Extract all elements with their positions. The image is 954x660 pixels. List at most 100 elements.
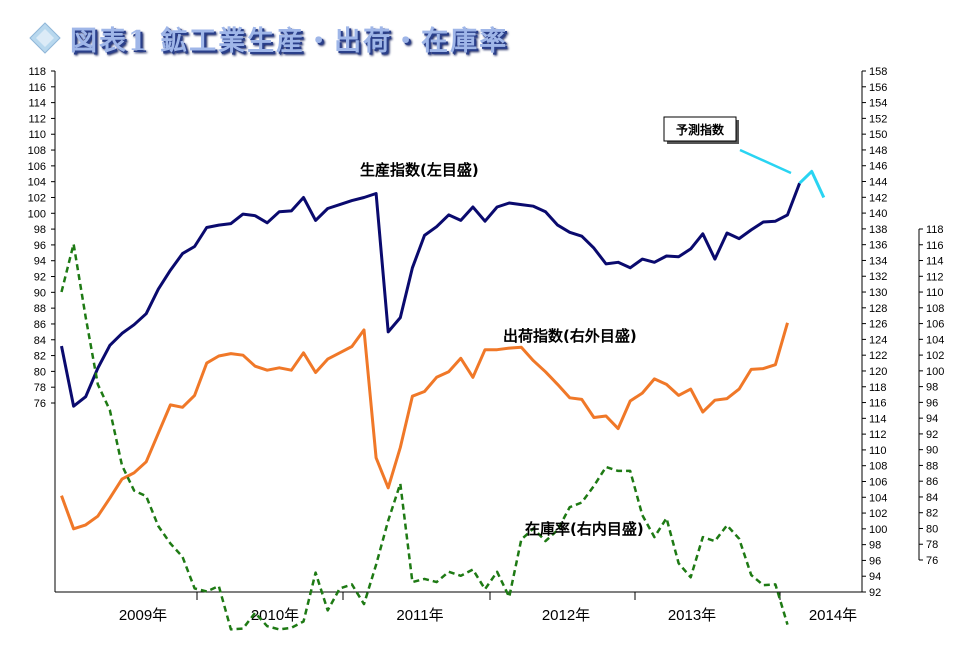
right-outer-tick-label: 138 (869, 224, 887, 236)
left-tick-label: 96 (34, 240, 46, 252)
right-outer-tick-label: 122 (869, 350, 887, 362)
right-inner-tick-label: 108 (926, 303, 944, 315)
production-annotation: 生産指数(左目盛) (360, 161, 479, 179)
forecast-line (798, 169, 826, 199)
right-inner-tick-label: 88 (926, 460, 938, 472)
forecast-pointer (739, 148, 792, 175)
right-outer-tick-label: 140 (869, 208, 887, 220)
title-bar: 図表1 鉱工業生産・出荷・在庫率 (28, 16, 508, 60)
annotation-layer: 生産指数(左目盛) 出荷指数(右外目盛) 在庫率(右内目盛) 予測指数 (360, 116, 792, 538)
left-tick-label: 78 (34, 382, 46, 394)
right-inner-tick-label: 94 (926, 413, 938, 425)
left-tick-label: 86 (34, 319, 46, 331)
right-inner-tick-label: 96 (926, 397, 938, 409)
right-outer-tick-label: 110 (869, 445, 887, 457)
left-tick-label: 100 (28, 208, 46, 220)
right-inner-tick-label: 84 (926, 492, 938, 504)
right-outer-tick-label: 158 (869, 66, 887, 78)
left-tick-label: 118 (28, 66, 46, 78)
left-tick-label: 98 (34, 224, 46, 236)
right-outer-tick-label: 102 (869, 508, 887, 520)
right-inner-tick-label: 106 (926, 319, 944, 331)
left-tick-label: 116 (28, 82, 46, 94)
right-outer-tick-label: 118 (869, 382, 887, 394)
left-tick-label: 102 (28, 192, 46, 204)
right-outer-tick-label: 134 (869, 255, 887, 267)
right-inner-tick-label: 86 (926, 476, 938, 488)
right-inner-tick-label: 104 (926, 334, 944, 346)
right-outer-tick-label: 130 (869, 287, 887, 299)
left-tick-label: 76 (34, 398, 46, 410)
right-outer-tick-label: 148 (869, 145, 887, 157)
left-tick-label: 104 (28, 177, 46, 189)
right-inner-tick-label: 110 (926, 287, 944, 299)
right-outer-tick-label: 112 (869, 429, 887, 441)
left-tick-label: 82 (34, 351, 46, 363)
right-inner-tick-label: 114 (926, 256, 944, 268)
right-inner-tick-label: 98 (926, 382, 938, 394)
right-outer-tick-label: 144 (869, 177, 887, 189)
x-tick-label: 2009年 (119, 607, 167, 624)
right-outer-tick-label: 132 (869, 271, 887, 283)
right-inner-tick-label: 82 (926, 508, 938, 520)
right-outer-tick-label: 108 (869, 461, 887, 473)
forecast-box (663, 116, 737, 142)
x-tick-label: 2012年 (542, 607, 590, 624)
shipment-line (60, 322, 789, 531)
x-tick-label: 2010年 (251, 607, 299, 624)
left-tick-label: 94 (34, 256, 46, 268)
right-outer-tick-label: 156 (869, 82, 887, 94)
right-outer-tick-label: 136 (869, 240, 887, 252)
diamond-icon (29, 22, 61, 54)
inventory-annotation: 在庫率(右内目盛) (525, 520, 644, 538)
left-tick-label: 114 (28, 98, 46, 110)
right-outer-tick-label: 154 (869, 98, 887, 110)
right-outer-tick-label: 150 (869, 129, 887, 141)
right-inner-tick-label: 102 (926, 350, 944, 362)
right-outer-tick-label: 114 (869, 413, 887, 425)
left-tick-label: 80 (34, 366, 46, 378)
forecast-label: 予測指数 (676, 122, 725, 137)
right-outer-tick-label: 124 (869, 334, 887, 346)
right-outer-tick-label: 100 (869, 524, 887, 536)
left-tick-label: 112 (28, 113, 46, 125)
production-line (60, 182, 802, 408)
right-inner-tick-label: 90 (926, 445, 938, 457)
left-tick-label: 90 (34, 287, 46, 299)
axes: 76 78 80 82 84 86 88 90 92 94 96 98 100 102 104 106 108 1… (28, 66, 945, 624)
inventory-line (60, 242, 789, 631)
right-inner-tick-label: 112 (926, 271, 944, 283)
right-inner-tick-label: 78 (926, 539, 938, 551)
right-outer-tick-label: 116 (869, 398, 887, 410)
right-inner-tick-label: 118 (926, 224, 944, 236)
right-outer-tick-label: 92 (869, 587, 881, 599)
left-tick-label: 84 (34, 335, 46, 347)
right-inner-tick-label: 80 (926, 523, 938, 535)
page-title: 図表1 鉱工業生産・出荷・在庫率 (70, 25, 509, 57)
x-tick-label: 2014年 (809, 607, 857, 624)
right-outer-tick-label: 126 (869, 319, 887, 331)
right-outer-tick-label: 98 (869, 540, 881, 552)
right-outer-tick-label: 96 (869, 555, 881, 567)
right-outer-tick-label: 104 (869, 492, 887, 504)
right-outer-tick-label: 94 (869, 571, 881, 583)
series-layer (60, 169, 826, 631)
right-outer-tick-label: 120 (869, 366, 887, 378)
left-tick-label: 110 (28, 129, 46, 141)
right-outer-tick-label: 142 (869, 192, 887, 204)
right-inner-tick-label: 76 (926, 555, 938, 567)
x-tick-label: 2013年 (668, 607, 716, 624)
right-outer-tick-label: 128 (869, 303, 887, 315)
right-inner-tick-label: 116 (926, 240, 944, 252)
left-tick-label: 88 (34, 303, 46, 315)
right-inner-tick-label: 92 (926, 429, 938, 441)
shipment-annotation: 出荷指数(右外目盛) (503, 327, 637, 345)
left-tick-label: 106 (28, 161, 46, 173)
left-tick-label: 92 (34, 272, 46, 284)
right-outer-tick-label: 152 (869, 113, 887, 125)
x-tick-label: 2011年 (396, 607, 443, 624)
left-tick-label: 108 (28, 145, 46, 157)
right-inner-tick-label: 100 (926, 366, 944, 378)
right-outer-tick-label: 106 (869, 476, 887, 488)
